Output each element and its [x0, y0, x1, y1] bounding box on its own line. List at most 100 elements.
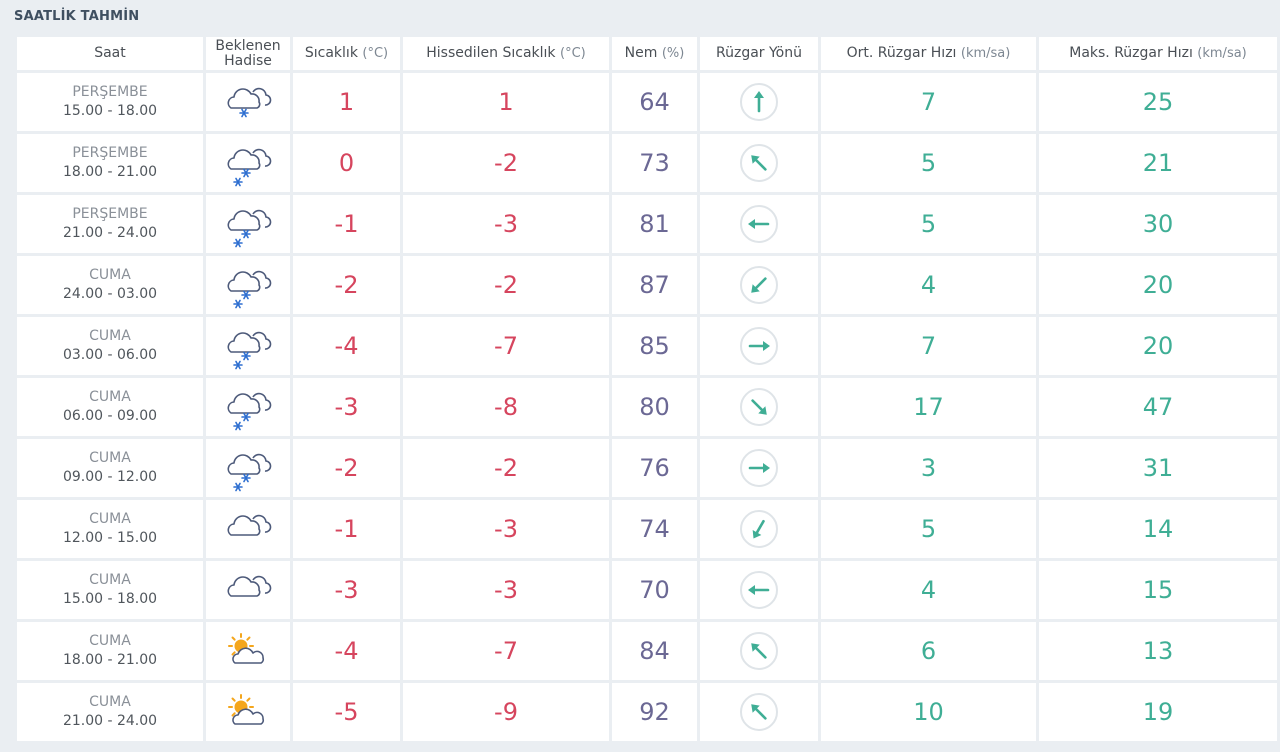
wind-direction-northwest-arrow-icon — [740, 632, 778, 670]
humidity-value: 87 — [612, 256, 697, 314]
hour-range: 12.00 - 15.00 — [62, 530, 158, 546]
time-cell: CUMA 03.00 - 06.00 — [17, 317, 203, 375]
cloudy-icon — [223, 514, 273, 538]
wind-direction-cell — [700, 561, 818, 619]
partly-cloudy-icon — [223, 633, 273, 664]
humidity-value: 81 — [612, 195, 697, 253]
feels-like-value: -2 — [403, 439, 609, 497]
hour-range: 21.00 - 24.00 — [62, 225, 158, 241]
wind-direction-west-arrow-icon — [740, 205, 778, 243]
wind-direction-southeast-arrow-icon — [740, 388, 778, 426]
table-row: PERŞEMBE 21.00 - 24.00 -1 -3 81 5 30 — [17, 195, 1277, 253]
feels-like-value: -9 — [403, 683, 609, 741]
avg-wind-speed-value: 7 — [821, 317, 1036, 375]
weather-cell — [206, 256, 290, 314]
table-row: CUMA 18.00 - 21.00 -4 -7 84 6 13 — [17, 622, 1277, 680]
day-label: PERŞEMBE — [72, 84, 148, 100]
section-title: SAATLİK TAHMİN — [14, 9, 140, 24]
table-row: CUMA 12.00 - 15.00 -1 -3 74 5 14 — [17, 500, 1277, 558]
temperature-value: -4 — [293, 622, 400, 680]
time-cell: CUMA 12.00 - 15.00 — [17, 500, 203, 558]
day-label: CUMA — [89, 572, 131, 588]
time-cell: PERŞEMBE 18.00 - 21.00 — [17, 134, 203, 192]
weather-cell — [206, 378, 290, 436]
weather-cell — [206, 683, 290, 741]
max-wind-speed-value: 14 — [1039, 500, 1277, 558]
cloudy-snow-icon — [223, 148, 273, 187]
table-row: CUMA 09.00 - 12.00 -2 -2 76 3 31 — [17, 439, 1277, 497]
hour-range: 15.00 - 18.00 — [62, 103, 158, 119]
hour-range: 24.00 - 03.00 — [62, 286, 158, 302]
partly-cloudy-icon — [223, 694, 273, 725]
table-row: PERŞEMBE 15.00 - 18.00 1 1 64 7 25 — [17, 73, 1277, 131]
time-cell: CUMA 06.00 - 09.00 — [17, 378, 203, 436]
time-cell: CUMA 24.00 - 03.00 — [17, 256, 203, 314]
humidity-value: 85 — [612, 317, 697, 375]
hour-range: 18.00 - 21.00 — [62, 652, 158, 668]
avg-wind-speed-value: 5 — [821, 134, 1036, 192]
humidity-value: 64 — [612, 73, 697, 131]
time-cell: CUMA 18.00 - 21.00 — [17, 622, 203, 680]
avg-wind-speed-value: 7 — [821, 73, 1036, 131]
humidity-value: 74 — [612, 500, 697, 558]
time-cell: PERŞEMBE 21.00 - 24.00 — [17, 195, 203, 253]
humidity-value: 92 — [612, 683, 697, 741]
day-label: CUMA — [89, 389, 131, 405]
max-wind-speed-value: 21 — [1039, 134, 1277, 192]
day-label: PERŞEMBE — [72, 145, 148, 161]
weather-cell — [206, 317, 290, 375]
weather-cell — [206, 439, 290, 497]
feels-like-value: -2 — [403, 134, 609, 192]
avg-wind-speed-value: 5 — [821, 195, 1036, 253]
day-label: CUMA — [89, 694, 131, 710]
temperature-value: 1 — [293, 73, 400, 131]
humidity-value: 80 — [612, 378, 697, 436]
cloudy-snow-icon — [223, 392, 273, 431]
temperature-value: -2 — [293, 439, 400, 497]
humidity-value: 76 — [612, 439, 697, 497]
wind-direction-cell — [700, 256, 818, 314]
header-avg-wind-speed: Ort. Rüzgar Hızı (km/sa) — [821, 37, 1036, 70]
wind-direction-southwest-arrow-icon — [740, 510, 778, 548]
hour-range: 15.00 - 18.00 — [62, 591, 158, 607]
wind-direction-cell — [700, 134, 818, 192]
wind-direction-east-arrow-icon — [740, 327, 778, 365]
temperature-value: -4 — [293, 317, 400, 375]
avg-wind-speed-value: 10 — [821, 683, 1036, 741]
time-cell: CUMA 15.00 - 18.00 — [17, 561, 203, 619]
feels-like-value: -3 — [403, 500, 609, 558]
temperature-value: 0 — [293, 134, 400, 192]
max-wind-speed-value: 19 — [1039, 683, 1277, 741]
feels-like-value: -3 — [403, 561, 609, 619]
avg-wind-speed-value: 17 — [821, 378, 1036, 436]
day-label: CUMA — [89, 511, 131, 527]
header-expected-event: Beklenen Hadise — [206, 37, 290, 70]
feels-like-value: -2 — [403, 256, 609, 314]
header-temperature: Sıcaklık (°C) — [293, 37, 400, 70]
humidity-value: 84 — [612, 622, 697, 680]
cloudy-snow-icon — [223, 209, 273, 248]
weather-cell — [206, 73, 290, 131]
avg-wind-speed-value: 3 — [821, 439, 1036, 497]
max-wind-speed-value: 15 — [1039, 561, 1277, 619]
cloudy-light-snow-icon — [223, 87, 273, 118]
feels-like-value: 1 — [403, 73, 609, 131]
wind-direction-cell — [700, 622, 818, 680]
max-wind-speed-value: 30 — [1039, 195, 1277, 253]
avg-wind-speed-value: 4 — [821, 561, 1036, 619]
wind-direction-northwest-arrow-icon — [740, 693, 778, 731]
hour-range: 06.00 - 09.00 — [62, 408, 158, 424]
wind-direction-cell — [700, 317, 818, 375]
temperature-value: -2 — [293, 256, 400, 314]
max-wind-speed-value: 20 — [1039, 317, 1277, 375]
day-label: CUMA — [89, 267, 131, 283]
max-wind-speed-value: 20 — [1039, 256, 1277, 314]
feels-like-value: -3 — [403, 195, 609, 253]
wind-direction-cell — [700, 378, 818, 436]
time-cell: PERŞEMBE 15.00 - 18.00 — [17, 73, 203, 131]
header-wind-direction: Rüzgar Yönü — [700, 37, 818, 70]
wind-direction-northwest-arrow-icon — [740, 144, 778, 182]
table-header-row: Saat Beklenen Hadise Sıcaklık (°C) Hissed… — [17, 37, 1277, 70]
day-label: CUMA — [89, 328, 131, 344]
cloudy-icon — [223, 575, 273, 599]
